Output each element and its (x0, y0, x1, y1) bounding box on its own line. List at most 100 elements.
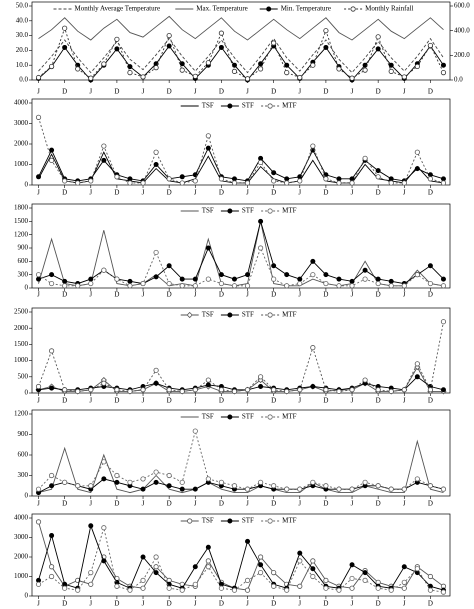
y-tick-label: 0.0 (19, 76, 28, 84)
x-tick-label: J (194, 397, 197, 405)
point (101, 558, 107, 564)
point (362, 577, 368, 584)
point (75, 388, 81, 394)
point (440, 70, 447, 76)
point (205, 276, 211, 282)
point (375, 387, 381, 393)
y-tick-label: 3000 (14, 533, 29, 541)
point (114, 174, 120, 180)
point (388, 278, 394, 284)
point (244, 76, 251, 82)
point (257, 554, 264, 560)
point (88, 276, 94, 282)
point (192, 276, 198, 282)
y-tick-label: 4000 (14, 99, 29, 107)
legend-label: STF (242, 413, 254, 421)
y-tick-label: 0 (25, 592, 29, 600)
y-tick-label: 0 (25, 389, 29, 397)
point (323, 176, 329, 182)
point (205, 476, 211, 482)
point (127, 180, 133, 186)
x-tick-label: D (219, 397, 224, 405)
x-tick-label: J (194, 88, 197, 96)
x-tick-label: D (167, 189, 172, 197)
x-tick-label: D (167, 500, 172, 508)
x-tick-label: J (142, 291, 145, 299)
point (114, 276, 120, 282)
point (88, 483, 94, 489)
point (362, 377, 368, 383)
legend-label: STF (242, 311, 254, 319)
point (153, 162, 159, 167)
point (205, 245, 211, 251)
x-tick-label: D (271, 397, 276, 405)
point (284, 283, 290, 289)
point (336, 180, 342, 186)
legend-marker (267, 414, 273, 420)
point (258, 218, 264, 224)
point (88, 387, 94, 393)
point (153, 380, 159, 386)
point (49, 533, 55, 539)
point (153, 554, 159, 560)
point (257, 569, 264, 576)
legend-marker (267, 312, 273, 318)
point (114, 387, 120, 393)
point (336, 388, 342, 394)
legend-marker (227, 518, 233, 524)
x-tick-label: J (246, 600, 249, 608)
x-tick-label: D (167, 600, 172, 608)
point (179, 486, 185, 492)
point (271, 40, 277, 46)
x-tick-label: J (89, 397, 92, 405)
point (49, 385, 55, 391)
point (244, 387, 251, 393)
point (48, 280, 55, 287)
point (323, 387, 329, 393)
x-tick-label: D (62, 189, 67, 197)
point (244, 577, 251, 584)
x-tick-label: J (298, 397, 301, 405)
point (401, 486, 407, 492)
x-tick-label: D (323, 88, 328, 96)
point (205, 558, 211, 564)
legend-label: MTF (282, 311, 297, 319)
point (218, 30, 225, 36)
series-line (38, 147, 444, 182)
legend-label: STF (242, 517, 254, 525)
point (362, 570, 368, 576)
point (205, 133, 211, 139)
point (140, 486, 146, 492)
panel: 0.0 10.0 20.0 30.0 40.0 50.0 0.0 200.0 400.0 600.… (16, 2, 471, 96)
x-tick-label: D (219, 88, 224, 96)
point (349, 486, 355, 492)
point (257, 374, 264, 380)
point (88, 581, 94, 587)
x-tick-label: J (194, 291, 197, 299)
point (388, 283, 394, 289)
point (140, 74, 146, 80)
point (375, 483, 381, 489)
point (388, 388, 394, 394)
x-tick-label: J (246, 88, 249, 96)
x-tick-label: D (271, 600, 276, 608)
point (166, 387, 172, 393)
point (323, 28, 329, 34)
y-tick-label: 1000 (14, 356, 29, 364)
series-line (38, 219, 444, 285)
point (440, 180, 447, 186)
y2-tick-label: 600.0 (454, 2, 470, 10)
point (192, 178, 198, 184)
point (440, 276, 446, 282)
point (218, 479, 225, 485)
point (192, 283, 198, 289)
panel-frame (31, 307, 451, 394)
point (284, 70, 290, 76)
point (401, 387, 407, 393)
point (101, 476, 107, 482)
series-line (38, 37, 444, 74)
point (179, 67, 185, 73)
point (179, 174, 185, 180)
y2-tick-label: 400.0 (454, 26, 470, 34)
point (297, 583, 303, 589)
